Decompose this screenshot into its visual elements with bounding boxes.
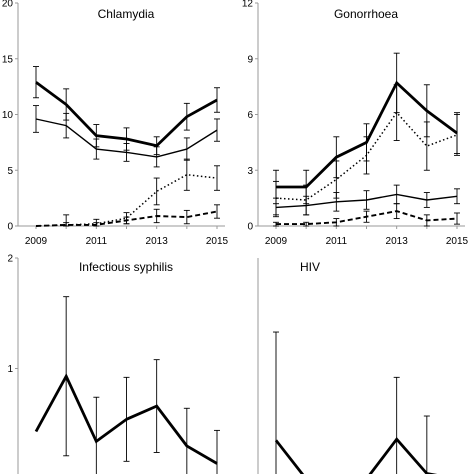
y-tick-label: 20	[2, 0, 14, 10]
x-tick-label: 2013	[386, 236, 409, 247]
x-tick-label: 2013	[146, 236, 169, 247]
panel-title: Gonorrhoea	[334, 7, 398, 21]
y-tick-label: 1	[7, 364, 13, 375]
x-tick-label: 2011	[86, 236, 108, 247]
series-line-dashed	[35, 210, 218, 227]
series-line-thin-solid	[275, 193, 458, 209]
y-tick-label: 0	[7, 222, 13, 233]
series-line-thick-solid	[35, 81, 218, 148]
series-line-thick-solid	[276, 80, 458, 189]
y-tick-label: 12	[242, 0, 254, 10]
y-tick-label: 10	[2, 110, 14, 121]
panel-title: Infectious syphilis	[79, 260, 173, 274]
x-tick-label: 2009	[25, 236, 48, 247]
y-tick-label: 3	[247, 166, 253, 177]
x-tick-label: 2009	[265, 236, 288, 247]
y-tick-label: 15	[2, 54, 14, 65]
x-tick-label: 2011	[326, 236, 348, 247]
y-tick-label: 6	[247, 110, 253, 121]
x-tick-label: 2015	[446, 236, 469, 247]
series-line-thick-solid	[274, 436, 438, 474]
series-line-dashed	[276, 210, 458, 226]
panel-title: HIV	[300, 260, 320, 274]
y-tick-label: 0	[247, 222, 253, 233]
series-line-dotted	[275, 111, 458, 201]
x-tick-label: 2015	[206, 236, 229, 247]
panel-title: Chlamydia	[98, 7, 155, 21]
series-line-thick-solid	[34, 373, 218, 465]
y-tick-label: 9	[247, 54, 253, 65]
y-tick-label: 2	[7, 254, 13, 265]
series-line-thin-solid	[35, 118, 218, 158]
y-tick-label: 5	[7, 166, 13, 177]
